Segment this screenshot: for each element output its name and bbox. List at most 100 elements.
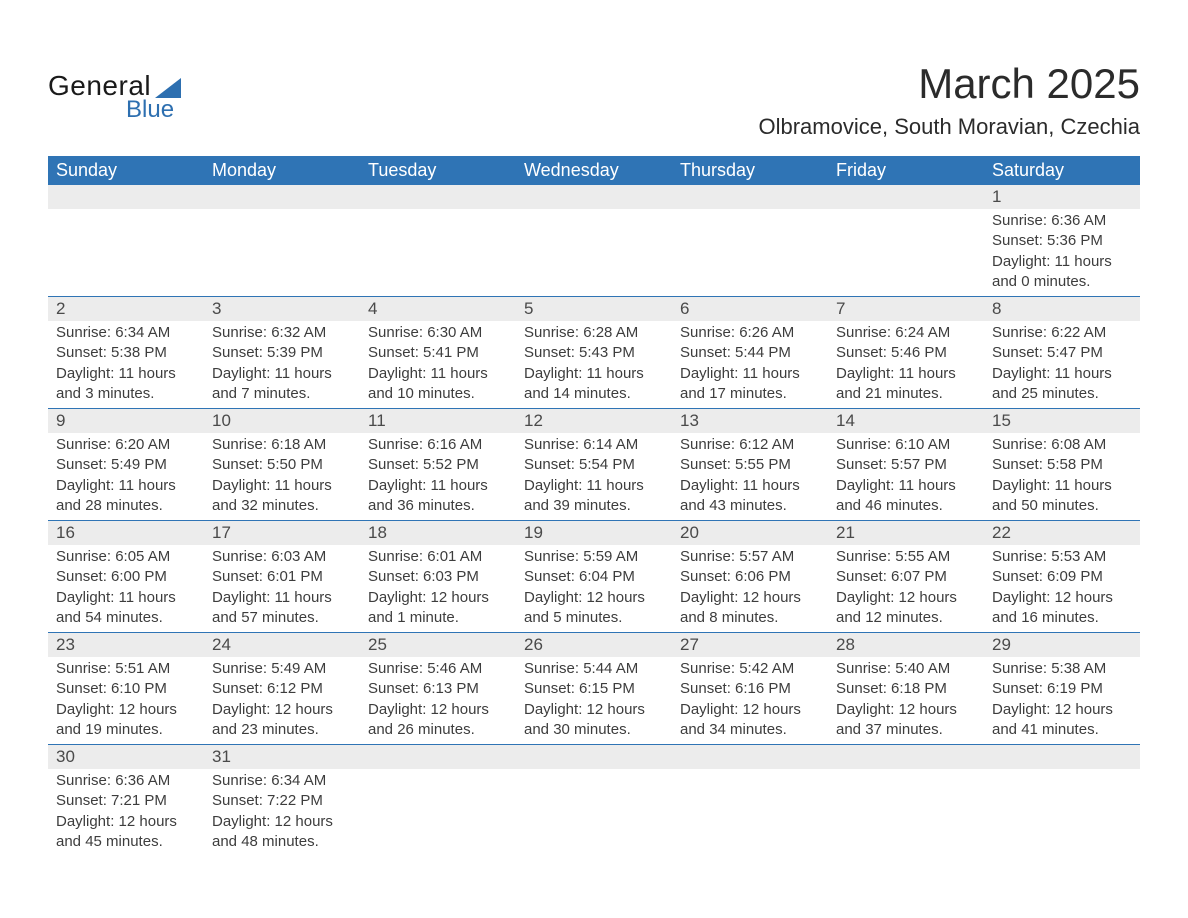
- calendar-day-cell: [672, 745, 828, 857]
- daylight-text: Daylight: 12 hours and 1 minute.: [368, 588, 508, 629]
- day-number: 14: [828, 409, 984, 433]
- calendar-week-row: 9Sunrise: 6:20 AMSunset: 5:49 PMDaylight…: [48, 409, 1140, 521]
- day-number: 6: [672, 297, 828, 321]
- day-number: 29: [984, 633, 1140, 657]
- daylight-text: Daylight: 12 hours and 16 minutes.: [992, 588, 1132, 629]
- day-info: Sunrise: 6:30 AMSunset: 5:41 PMDaylight:…: [360, 321, 516, 408]
- sunset-text: Sunset: 6:10 PM: [56, 679, 196, 699]
- day-info: Sunrise: 5:55 AMSunset: 6:07 PMDaylight:…: [828, 545, 984, 632]
- day-info: Sunrise: 6:01 AMSunset: 6:03 PMDaylight:…: [360, 545, 516, 632]
- daylight-text: Daylight: 12 hours and 8 minutes.: [680, 588, 820, 629]
- sunrise-text: Sunrise: 5:44 AM: [524, 659, 664, 679]
- day-number: 4: [360, 297, 516, 321]
- daylight-text: Daylight: 11 hours and 28 minutes.: [56, 476, 196, 517]
- calendar-week-row: 16Sunrise: 6:05 AMSunset: 6:00 PMDayligh…: [48, 521, 1140, 633]
- daylight-text: Daylight: 12 hours and 34 minutes.: [680, 700, 820, 741]
- day-number: 15: [984, 409, 1140, 433]
- calendar-day-cell: 5Sunrise: 6:28 AMSunset: 5:43 PMDaylight…: [516, 297, 672, 409]
- day-number: 18: [360, 521, 516, 545]
- calendar-week-row: 23Sunrise: 5:51 AMSunset: 6:10 PMDayligh…: [48, 633, 1140, 745]
- day-number: 2: [48, 297, 204, 321]
- sunset-text: Sunset: 5:58 PM: [992, 455, 1132, 475]
- sunrise-text: Sunrise: 5:46 AM: [368, 659, 508, 679]
- day-info: Sunrise: 5:53 AMSunset: 6:09 PMDaylight:…: [984, 545, 1140, 632]
- sunrise-text: Sunrise: 6:32 AM: [212, 323, 352, 343]
- sunrise-text: Sunrise: 6:12 AM: [680, 435, 820, 455]
- calendar-day-cell: 22Sunrise: 5:53 AMSunset: 6:09 PMDayligh…: [984, 521, 1140, 633]
- day-info: Sunrise: 5:42 AMSunset: 6:16 PMDaylight:…: [672, 657, 828, 744]
- sunset-text: Sunset: 6:16 PM: [680, 679, 820, 699]
- calendar-day-cell: 12Sunrise: 6:14 AMSunset: 5:54 PMDayligh…: [516, 409, 672, 521]
- day-info: Sunrise: 6:14 AMSunset: 5:54 PMDaylight:…: [516, 433, 672, 520]
- sunset-text: Sunset: 5:52 PM: [368, 455, 508, 475]
- sunset-text: Sunset: 6:07 PM: [836, 567, 976, 587]
- calendar-day-cell: 15Sunrise: 6:08 AMSunset: 5:58 PMDayligh…: [984, 409, 1140, 521]
- day-info: Sunrise: 6:34 AMSunset: 5:38 PMDaylight:…: [48, 321, 204, 408]
- day-info: Sunrise: 6:16 AMSunset: 5:52 PMDaylight:…: [360, 433, 516, 520]
- day-number: [516, 745, 672, 769]
- sunset-text: Sunset: 5:44 PM: [680, 343, 820, 363]
- day-number: 3: [204, 297, 360, 321]
- sunset-text: Sunset: 6:00 PM: [56, 567, 196, 587]
- sunset-text: Sunset: 5:41 PM: [368, 343, 508, 363]
- day-info: Sunrise: 6:05 AMSunset: 6:00 PMDaylight:…: [48, 545, 204, 632]
- calendar-day-cell: 1Sunrise: 6:36 AMSunset: 5:36 PMDaylight…: [984, 185, 1140, 297]
- sunrise-text: Sunrise: 5:51 AM: [56, 659, 196, 679]
- daylight-text: Daylight: 12 hours and 45 minutes.: [56, 812, 196, 853]
- calendar-day-cell: 16Sunrise: 6:05 AMSunset: 6:00 PMDayligh…: [48, 521, 204, 633]
- daylight-text: Daylight: 11 hours and 32 minutes.: [212, 476, 352, 517]
- calendar-day-cell: 3Sunrise: 6:32 AMSunset: 5:39 PMDaylight…: [204, 297, 360, 409]
- sunrise-text: Sunrise: 5:53 AM: [992, 547, 1132, 567]
- day-info: Sunrise: 5:57 AMSunset: 6:06 PMDaylight:…: [672, 545, 828, 632]
- brand-bottom: Blue: [126, 96, 174, 124]
- sunset-text: Sunset: 5:36 PM: [992, 231, 1132, 251]
- calendar-day-cell: 8Sunrise: 6:22 AMSunset: 5:47 PMDaylight…: [984, 297, 1140, 409]
- sunset-text: Sunset: 5:43 PM: [524, 343, 664, 363]
- day-info: Sunrise: 5:44 AMSunset: 6:15 PMDaylight:…: [516, 657, 672, 744]
- daylight-text: Daylight: 11 hours and 57 minutes.: [212, 588, 352, 629]
- sunset-text: Sunset: 6:09 PM: [992, 567, 1132, 587]
- daylight-text: Daylight: 11 hours and 25 minutes.: [992, 364, 1132, 405]
- sunset-text: Sunset: 7:21 PM: [56, 791, 196, 811]
- day-info: Sunrise: 6:36 AMSunset: 5:36 PMDaylight:…: [984, 209, 1140, 296]
- day-info: Sunrise: 6:28 AMSunset: 5:43 PMDaylight:…: [516, 321, 672, 408]
- weekday-header: Sunday: [48, 156, 204, 185]
- daylight-text: Daylight: 11 hours and 50 minutes.: [992, 476, 1132, 517]
- calendar-day-cell: 11Sunrise: 6:16 AMSunset: 5:52 PMDayligh…: [360, 409, 516, 521]
- calendar-day-cell: [48, 185, 204, 297]
- day-number: 21: [828, 521, 984, 545]
- calendar-day-cell: [516, 745, 672, 857]
- sunrise-text: Sunrise: 6:10 AM: [836, 435, 976, 455]
- calendar-day-cell: 21Sunrise: 5:55 AMSunset: 6:07 PMDayligh…: [828, 521, 984, 633]
- weekday-header: Saturday: [984, 156, 1140, 185]
- daylight-text: Daylight: 11 hours and 7 minutes.: [212, 364, 352, 405]
- day-number: 19: [516, 521, 672, 545]
- sunrise-text: Sunrise: 5:55 AM: [836, 547, 976, 567]
- day-info: [48, 209, 204, 229]
- day-info: Sunrise: 6:36 AMSunset: 7:21 PMDaylight:…: [48, 769, 204, 856]
- sunset-text: Sunset: 5:47 PM: [992, 343, 1132, 363]
- daylight-text: Daylight: 11 hours and 43 minutes.: [680, 476, 820, 517]
- sunset-text: Sunset: 5:55 PM: [680, 455, 820, 475]
- sunset-text: Sunset: 6:18 PM: [836, 679, 976, 699]
- day-info: [360, 209, 516, 229]
- day-number: 10: [204, 409, 360, 433]
- day-number: [516, 185, 672, 209]
- day-info: Sunrise: 6:34 AMSunset: 7:22 PMDaylight:…: [204, 769, 360, 856]
- day-number: 31: [204, 745, 360, 769]
- daylight-text: Daylight: 11 hours and 46 minutes.: [836, 476, 976, 517]
- calendar-day-cell: 9Sunrise: 6:20 AMSunset: 5:49 PMDaylight…: [48, 409, 204, 521]
- day-number: [984, 745, 1140, 769]
- sunset-text: Sunset: 5:57 PM: [836, 455, 976, 475]
- daylight-text: Daylight: 12 hours and 37 minutes.: [836, 700, 976, 741]
- day-number: 9: [48, 409, 204, 433]
- calendar-day-cell: 6Sunrise: 6:26 AMSunset: 5:44 PMDaylight…: [672, 297, 828, 409]
- daylight-text: Daylight: 12 hours and 12 minutes.: [836, 588, 976, 629]
- day-number: 13: [672, 409, 828, 433]
- calendar-day-cell: [360, 745, 516, 857]
- calendar-day-cell: 27Sunrise: 5:42 AMSunset: 6:16 PMDayligh…: [672, 633, 828, 745]
- calendar-day-cell: [828, 745, 984, 857]
- calendar-day-cell: 14Sunrise: 6:10 AMSunset: 5:57 PMDayligh…: [828, 409, 984, 521]
- sunset-text: Sunset: 6:13 PM: [368, 679, 508, 699]
- sunset-text: Sunset: 6:12 PM: [212, 679, 352, 699]
